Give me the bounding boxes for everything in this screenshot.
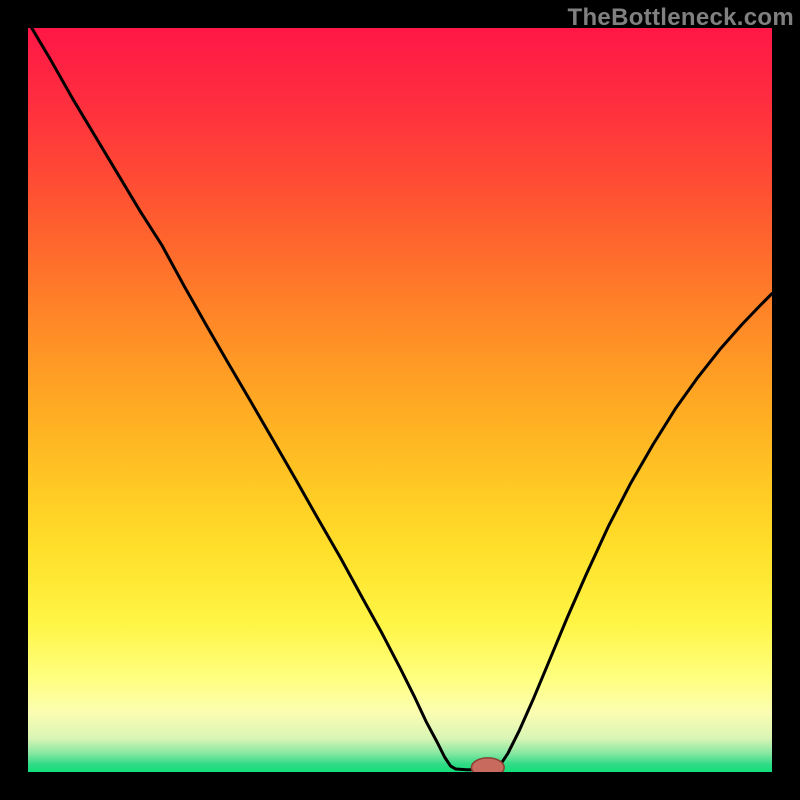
chart-frame: TheBottleneck.com bbox=[0, 0, 800, 800]
gradient-background bbox=[28, 28, 772, 772]
chart-svg bbox=[28, 28, 772, 772]
plot-area bbox=[28, 28, 772, 772]
minimum-marker bbox=[471, 758, 504, 772]
